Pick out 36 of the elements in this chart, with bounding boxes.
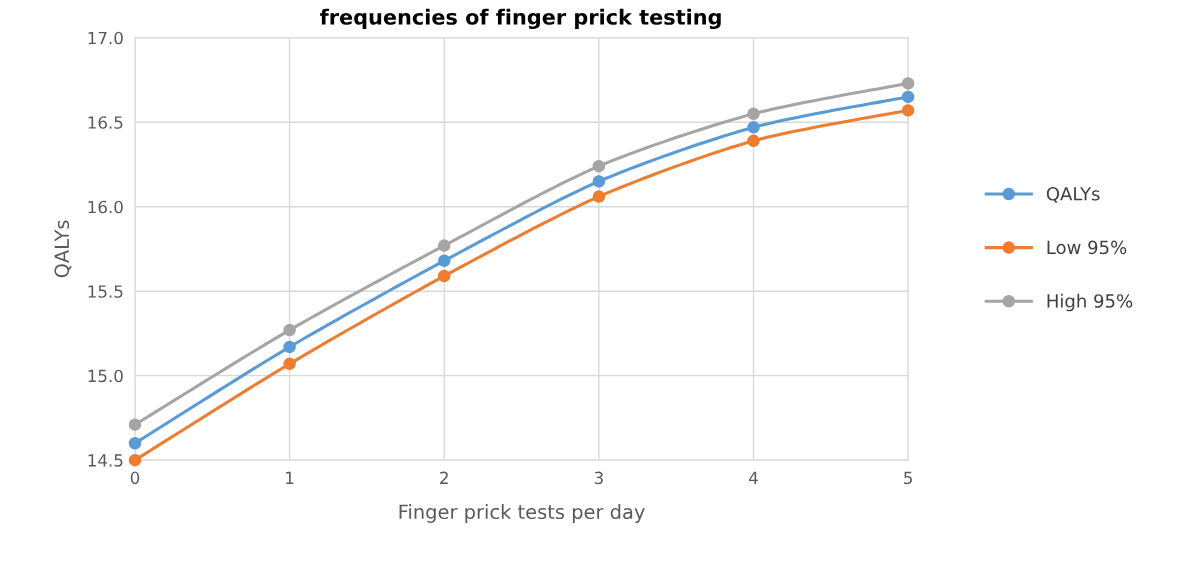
y-tick-label: 16.5 bbox=[88, 116, 123, 129]
point bbox=[901, 104, 915, 117]
x-tick-label: 3 bbox=[594, 471, 603, 485]
legend-label: High 95% bbox=[1047, 293, 1133, 312]
chart-title: frequencies of finger prick testing bbox=[320, 8, 721, 30]
x-axis-title: Finger prick tests per day bbox=[399, 504, 645, 523]
point bbox=[901, 90, 915, 104]
y-tick-label: 15.5 bbox=[88, 285, 123, 298]
y-tick-label: 17.0 bbox=[88, 31, 123, 45]
x-tick-label: 4 bbox=[749, 471, 758, 484]
legend-label: QALYs bbox=[1046, 186, 1100, 203]
point bbox=[437, 254, 451, 268]
point bbox=[592, 159, 606, 173]
point bbox=[747, 107, 760, 121]
point bbox=[437, 269, 451, 283]
y-axis-title: QALYs bbox=[54, 220, 72, 278]
point bbox=[592, 175, 606, 188]
point bbox=[437, 239, 451, 252]
point bbox=[128, 453, 142, 467]
point bbox=[283, 357, 296, 371]
point bbox=[128, 437, 142, 450]
point bbox=[747, 134, 760, 148]
point bbox=[128, 418, 142, 431]
point bbox=[592, 190, 606, 203]
x-tick-label: 5 bbox=[904, 471, 912, 485]
y-tick-label: 15.0 bbox=[88, 369, 123, 383]
point bbox=[901, 77, 915, 90]
y-tick-label: 14.5 bbox=[88, 454, 123, 467]
legend-label: Low 95% bbox=[1047, 240, 1127, 255]
x-tick-label: 1 bbox=[286, 471, 294, 484]
y-tick-label: 16.0 bbox=[88, 200, 123, 214]
point bbox=[283, 323, 296, 337]
point bbox=[283, 340, 296, 354]
x-tick-label: 0 bbox=[130, 471, 140, 485]
point bbox=[747, 121, 760, 134]
x-tick-label: 2 bbox=[440, 471, 448, 484]
